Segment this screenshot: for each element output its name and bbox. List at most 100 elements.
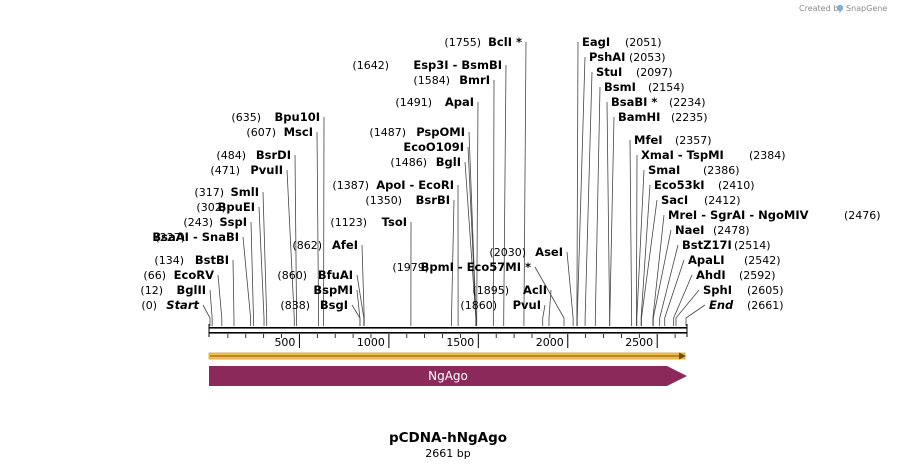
credit-prefix: Created by [799, 4, 843, 13]
site-name-38[interactable]: SmaI [648, 163, 680, 177]
site-name-28[interactable]: BpmI - Eco57MI * [421, 260, 531, 274]
site-position-5: (243) [183, 216, 213, 229]
site-name-46[interactable]: SphI [703, 283, 732, 297]
site-name-41[interactable]: MreI - SgrAI - NgoMIV [668, 208, 809, 222]
site-name-14[interactable]: BfuAI [318, 268, 353, 282]
orf-track[interactable] [208, 352, 686, 360]
site-position-18: (1387) [332, 179, 369, 192]
site-leader-24 [503, 64, 507, 326]
site-position-12: (838) [280, 299, 310, 312]
site-leader-5 [250, 221, 254, 326]
site-name-4[interactable]: BsaAI - SnaBI [152, 230, 239, 244]
site-position-25: (1755) [444, 36, 481, 49]
site-name-24[interactable]: Esp3I - BsmBI [413, 58, 502, 72]
site-name-29[interactable]: AseI [535, 245, 563, 259]
site-name-32[interactable]: StuI [596, 65, 622, 79]
sequence-title: pCDNA-hNgAgo [389, 430, 507, 446]
site-leader-26 [542, 304, 546, 326]
site-leader-32 [584, 71, 593, 326]
site-name-44[interactable]: ApaLI [688, 253, 725, 267]
site-name-18[interactable]: ApoI - EcoRI [376, 178, 454, 192]
site-position-38: (2386) [703, 164, 740, 177]
site-leader-36 [629, 139, 633, 326]
site-name-15[interactable]: AfeI [332, 238, 358, 252]
site-name-0[interactable]: Start [166, 298, 199, 312]
site-name-1[interactable]: BglII [177, 283, 207, 297]
site-position-32: (2097) [636, 66, 673, 79]
site-name-11[interactable]: Bpu10I [275, 110, 320, 124]
site-name-7[interactable]: SmlI [231, 185, 260, 199]
site-name-25[interactable]: BclI * [488, 35, 522, 49]
site-position-27: (1895) [472, 284, 509, 297]
site-leader-34 [606, 101, 611, 326]
site-name-36[interactable]: MfeI [634, 133, 663, 147]
site-position-43: (2514) [734, 239, 771, 252]
site-position-44: (2542) [744, 254, 781, 267]
site-position-41: (2476) [844, 209, 881, 222]
site-name-20[interactable]: EcoO109I [403, 140, 464, 154]
site-leader-35 [609, 116, 615, 326]
site-name-43[interactable]: BstZ17I [682, 238, 732, 252]
site-leader-8 [286, 169, 295, 326]
dna-bottom-strand [209, 332, 687, 334]
site-name-27[interactable]: AclI [523, 283, 547, 297]
feature-ngago[interactable]: NgAgo [209, 366, 687, 386]
site-name-26[interactable]: PvuI [513, 298, 541, 312]
site-name-19[interactable]: BglI [436, 155, 461, 169]
site-leader-2 [217, 274, 223, 326]
site-name-6[interactable]: BpuEI [218, 200, 255, 214]
site-name-31[interactable]: PshAI [589, 50, 625, 64]
site-leader-41 [652, 214, 665, 326]
site-name-21[interactable]: PspOMI [416, 125, 465, 139]
site-name-30[interactable]: EagI [582, 35, 610, 49]
site-leader-47 [685, 304, 706, 326]
site-position-7: (317) [194, 186, 224, 199]
site-leader-31 [576, 56, 586, 326]
site-leader-4 [242, 236, 252, 326]
site-name-10[interactable]: MscI [284, 125, 313, 139]
site-name-35[interactable]: BamHI [618, 110, 660, 124]
site-name-34[interactable]: BsaBI * [611, 95, 657, 109]
site-name-5[interactable]: SspI [219, 215, 247, 229]
site-name-8[interactable]: PvuII [250, 163, 283, 177]
site-position-35: (2235) [671, 111, 708, 124]
site-name-40[interactable]: SacI [661, 193, 688, 207]
site-name-2[interactable]: EcoRV [174, 268, 214, 282]
site-leader-13 [356, 289, 361, 326]
site-position-46: (2605) [747, 284, 784, 297]
site-name-45[interactable]: AhdI [696, 268, 726, 282]
site-name-42[interactable]: NaeI [675, 223, 704, 237]
site-leader-40 [641, 199, 658, 326]
ruler: 500 1000 1500 2000 2500 [208, 324, 688, 349]
site-position-19: (1486) [390, 156, 427, 169]
site-name-23[interactable]: BmrI [459, 73, 490, 87]
site-name-17[interactable]: BsrBI [416, 193, 450, 207]
site-position-0: (0) [141, 299, 157, 312]
feature-arrow[interactable] [209, 366, 687, 386]
site-name-22[interactable]: ApaI [445, 95, 474, 109]
site-name-9[interactable]: BsrDI [256, 148, 291, 162]
credit-brand: SnapGene [846, 4, 887, 13]
site-name-12[interactable]: BsgI [320, 298, 348, 312]
site-position-9: (484) [216, 149, 246, 162]
site-position-31: (2053) [629, 51, 666, 64]
site-leader-0 [202, 304, 211, 326]
site-position-6: (302) [196, 201, 226, 214]
site-leader-1 [209, 289, 213, 326]
snapgene-logo-icon [836, 4, 844, 12]
site-position-14: (860) [277, 269, 307, 282]
site-position-39: (2410) [718, 179, 755, 192]
site-name-33[interactable]: BsmI [604, 80, 636, 94]
site-leader-3 [232, 259, 235, 326]
site-name-37[interactable]: XmaI - TspMI [641, 148, 724, 162]
site-name-3[interactable]: BstBI [195, 253, 229, 267]
site-position-21: (1487) [369, 126, 406, 139]
site-leader-37 [636, 154, 638, 326]
site-position-16: (1123) [330, 216, 367, 229]
site-name-47[interactable]: End [709, 298, 734, 312]
site-name-13[interactable]: BspMI [313, 283, 353, 297]
site-name-39[interactable]: Eco53kI [654, 178, 705, 192]
site-name-16[interactable]: TsoI [382, 215, 407, 229]
orf-arrow-icon [679, 352, 686, 360]
